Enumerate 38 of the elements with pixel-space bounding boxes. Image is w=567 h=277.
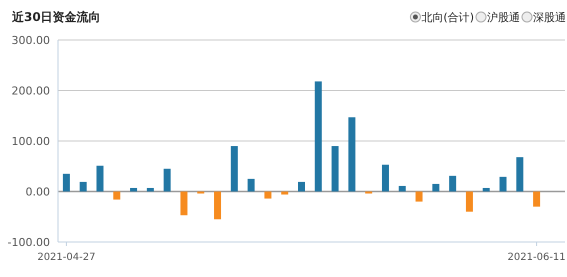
bar [449, 176, 456, 192]
bar [214, 192, 222, 220]
bar [314, 81, 322, 192]
text: 深股通 [533, 11, 566, 24]
bar [80, 182, 87, 192]
bar [466, 192, 473, 212]
bar [500, 176, 507, 192]
y-tick-label: 100.00 [12, 135, 50, 148]
bar [516, 157, 524, 192]
bar [298, 182, 305, 192]
bar [348, 117, 356, 192]
bar [164, 168, 171, 192]
bar [398, 186, 406, 192]
text: 北向(合计) [421, 11, 474, 24]
x-tick-label: 2021-04-27 [37, 252, 96, 263]
bar [281, 192, 288, 195]
bar [248, 178, 255, 192]
y-tick-label: 0.00 [26, 186, 50, 198]
y-tick-label: 200.00 [12, 84, 50, 98]
bar [432, 184, 440, 192]
text: 沪股通 [487, 11, 520, 24]
bar [416, 192, 423, 202]
bar [146, 188, 154, 192]
bar [130, 188, 138, 192]
chart-title: 近30日资金流向 [11, 10, 101, 24]
bar [332, 146, 339, 192]
x-tick-label: 2021-06-11 [508, 252, 566, 263]
bar [533, 192, 540, 207]
y-tick-label: 300.00 [12, 34, 50, 47]
bar [62, 174, 70, 192]
bar [180, 192, 188, 216]
bar [264, 192, 272, 199]
bar [96, 166, 104, 192]
bar [113, 192, 120, 200]
y-tick-label: -100.00 [8, 236, 50, 249]
bar [230, 146, 238, 192]
bar [382, 164, 389, 192]
bar [482, 188, 490, 192]
